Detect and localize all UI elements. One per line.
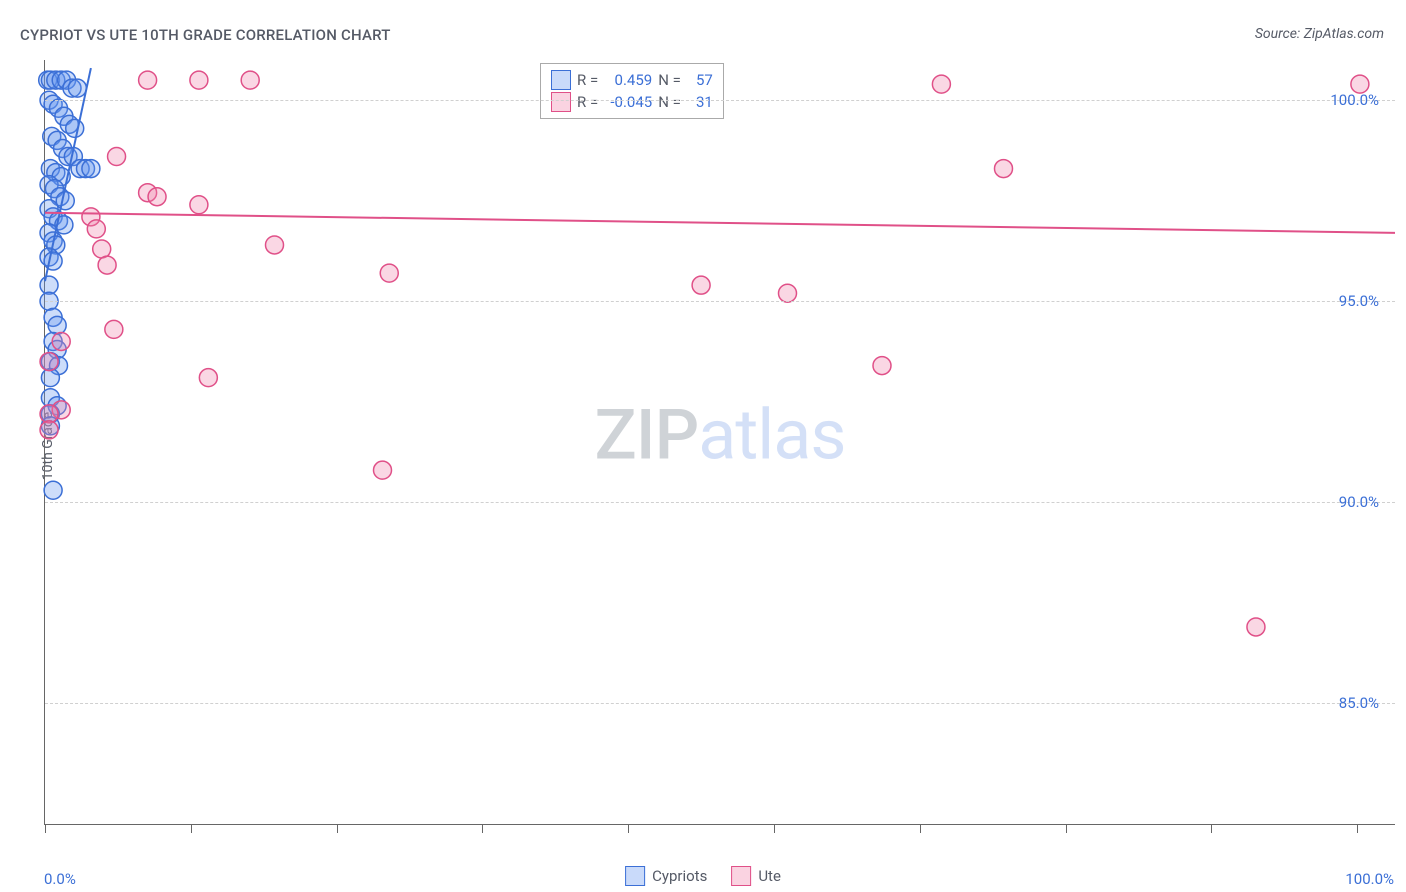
data-point: [105, 320, 123, 338]
legend-row-ute: R = -0.045 N = 31: [551, 91, 713, 113]
legend-row-cypriots: R = 0.459 N = 57: [551, 69, 713, 91]
x-tick: [337, 824, 338, 833]
y-tick-label: 100.0%: [1330, 91, 1379, 109]
swatch-pink-icon: [551, 92, 571, 112]
data-point: [932, 75, 950, 93]
data-point: [52, 332, 70, 350]
x-tick: [774, 824, 775, 833]
data-point: [68, 79, 86, 97]
gridline: [45, 100, 1395, 101]
chart-title: CYPRIOT VS UTE 10TH GRADE CORRELATION CH…: [20, 26, 391, 44]
correlation-legend: R = 0.459 N = 57 R = -0.045 N = 31: [540, 63, 724, 119]
gridline: [45, 703, 1395, 704]
bottom-legend: Cypriots Ute: [625, 866, 781, 886]
data-point: [692, 276, 710, 294]
legend-r-value: 0.459: [604, 69, 652, 91]
legend-r-label: R =: [577, 69, 598, 91]
bottom-legend-ute: Ute: [731, 866, 781, 886]
swatch-pink-icon: [731, 866, 751, 886]
x-tick: [1357, 824, 1358, 833]
data-point: [190, 196, 208, 214]
data-point: [40, 353, 58, 371]
scatter-svg: [45, 60, 1395, 824]
x-tick: [628, 824, 629, 833]
data-point: [40, 276, 58, 294]
x-tick: [45, 824, 46, 833]
data-point: [148, 188, 166, 206]
data-point: [380, 264, 398, 282]
gridline: [45, 301, 1395, 302]
y-tick-label: 90.0%: [1339, 493, 1379, 511]
x-tick: [1066, 824, 1067, 833]
data-point: [41, 369, 59, 387]
data-point: [199, 369, 217, 387]
legend-n-value: 57: [687, 69, 713, 91]
data-point: [190, 71, 208, 89]
swatch-blue-icon: [625, 866, 645, 886]
data-point: [139, 71, 157, 89]
x-tick: [191, 824, 192, 833]
trend-line: [45, 213, 1395, 233]
data-point: [48, 316, 66, 334]
data-point: [241, 71, 259, 89]
plot-area: ZIPatlas R = 0.459 N = 57 R = -0.045 N =…: [44, 60, 1395, 825]
bottom-legend-label: Ute: [758, 867, 781, 885]
bottom-legend-label: Cypriots: [652, 867, 707, 885]
y-tick-label: 95.0%: [1339, 292, 1379, 310]
data-point: [44, 252, 62, 270]
legend-r-label: R =: [577, 91, 598, 113]
data-point: [995, 160, 1013, 178]
data-point: [40, 405, 58, 423]
data-point: [779, 284, 797, 302]
data-point: [108, 148, 126, 166]
data-point: [873, 357, 891, 375]
legend-n-label: N =: [658, 91, 681, 113]
bottom-legend-cypriots: Cypriots: [625, 866, 707, 886]
data-point: [82, 160, 100, 178]
data-point: [1247, 618, 1265, 636]
y-tick-label: 85.0%: [1339, 694, 1379, 712]
data-point: [266, 236, 284, 254]
x-tick-max: 100.0%: [1345, 870, 1394, 888]
legend-r-value: -0.045: [604, 91, 652, 113]
x-tick: [482, 824, 483, 833]
data-point: [93, 240, 111, 258]
data-point: [87, 220, 105, 238]
x-tick: [920, 824, 921, 833]
legend-n-value: 31: [687, 91, 713, 113]
legend-n-label: N =: [658, 69, 681, 91]
data-point: [66, 119, 84, 137]
data-point: [374, 461, 392, 479]
swatch-blue-icon: [551, 70, 571, 90]
x-tick-min: 0.0%: [44, 870, 76, 888]
data-point: [40, 421, 58, 439]
data-point: [56, 192, 74, 210]
x-tick: [1211, 824, 1212, 833]
gridline: [45, 502, 1395, 503]
data-point: [98, 256, 116, 274]
data-point: [44, 481, 62, 499]
source-attribution: Source: ZipAtlas.com: [1255, 26, 1384, 42]
